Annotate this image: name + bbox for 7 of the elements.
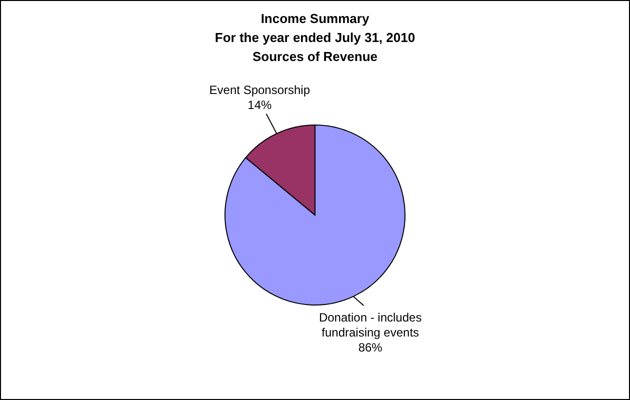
chart-title: Income Summary: [260, 11, 370, 26]
slice-label: Event Sponsorship: [209, 82, 310, 97]
data-label: 14%: [248, 98, 272, 112]
pie-slice: [224, 124, 406, 306]
data-label: 86%: [358, 340, 383, 355]
slice-label: Donation - includes fundraising events: [318, 310, 422, 340]
chart-subtitle: For the year ended July 31, 2010 Sources of Revenue: [214, 30, 416, 64]
